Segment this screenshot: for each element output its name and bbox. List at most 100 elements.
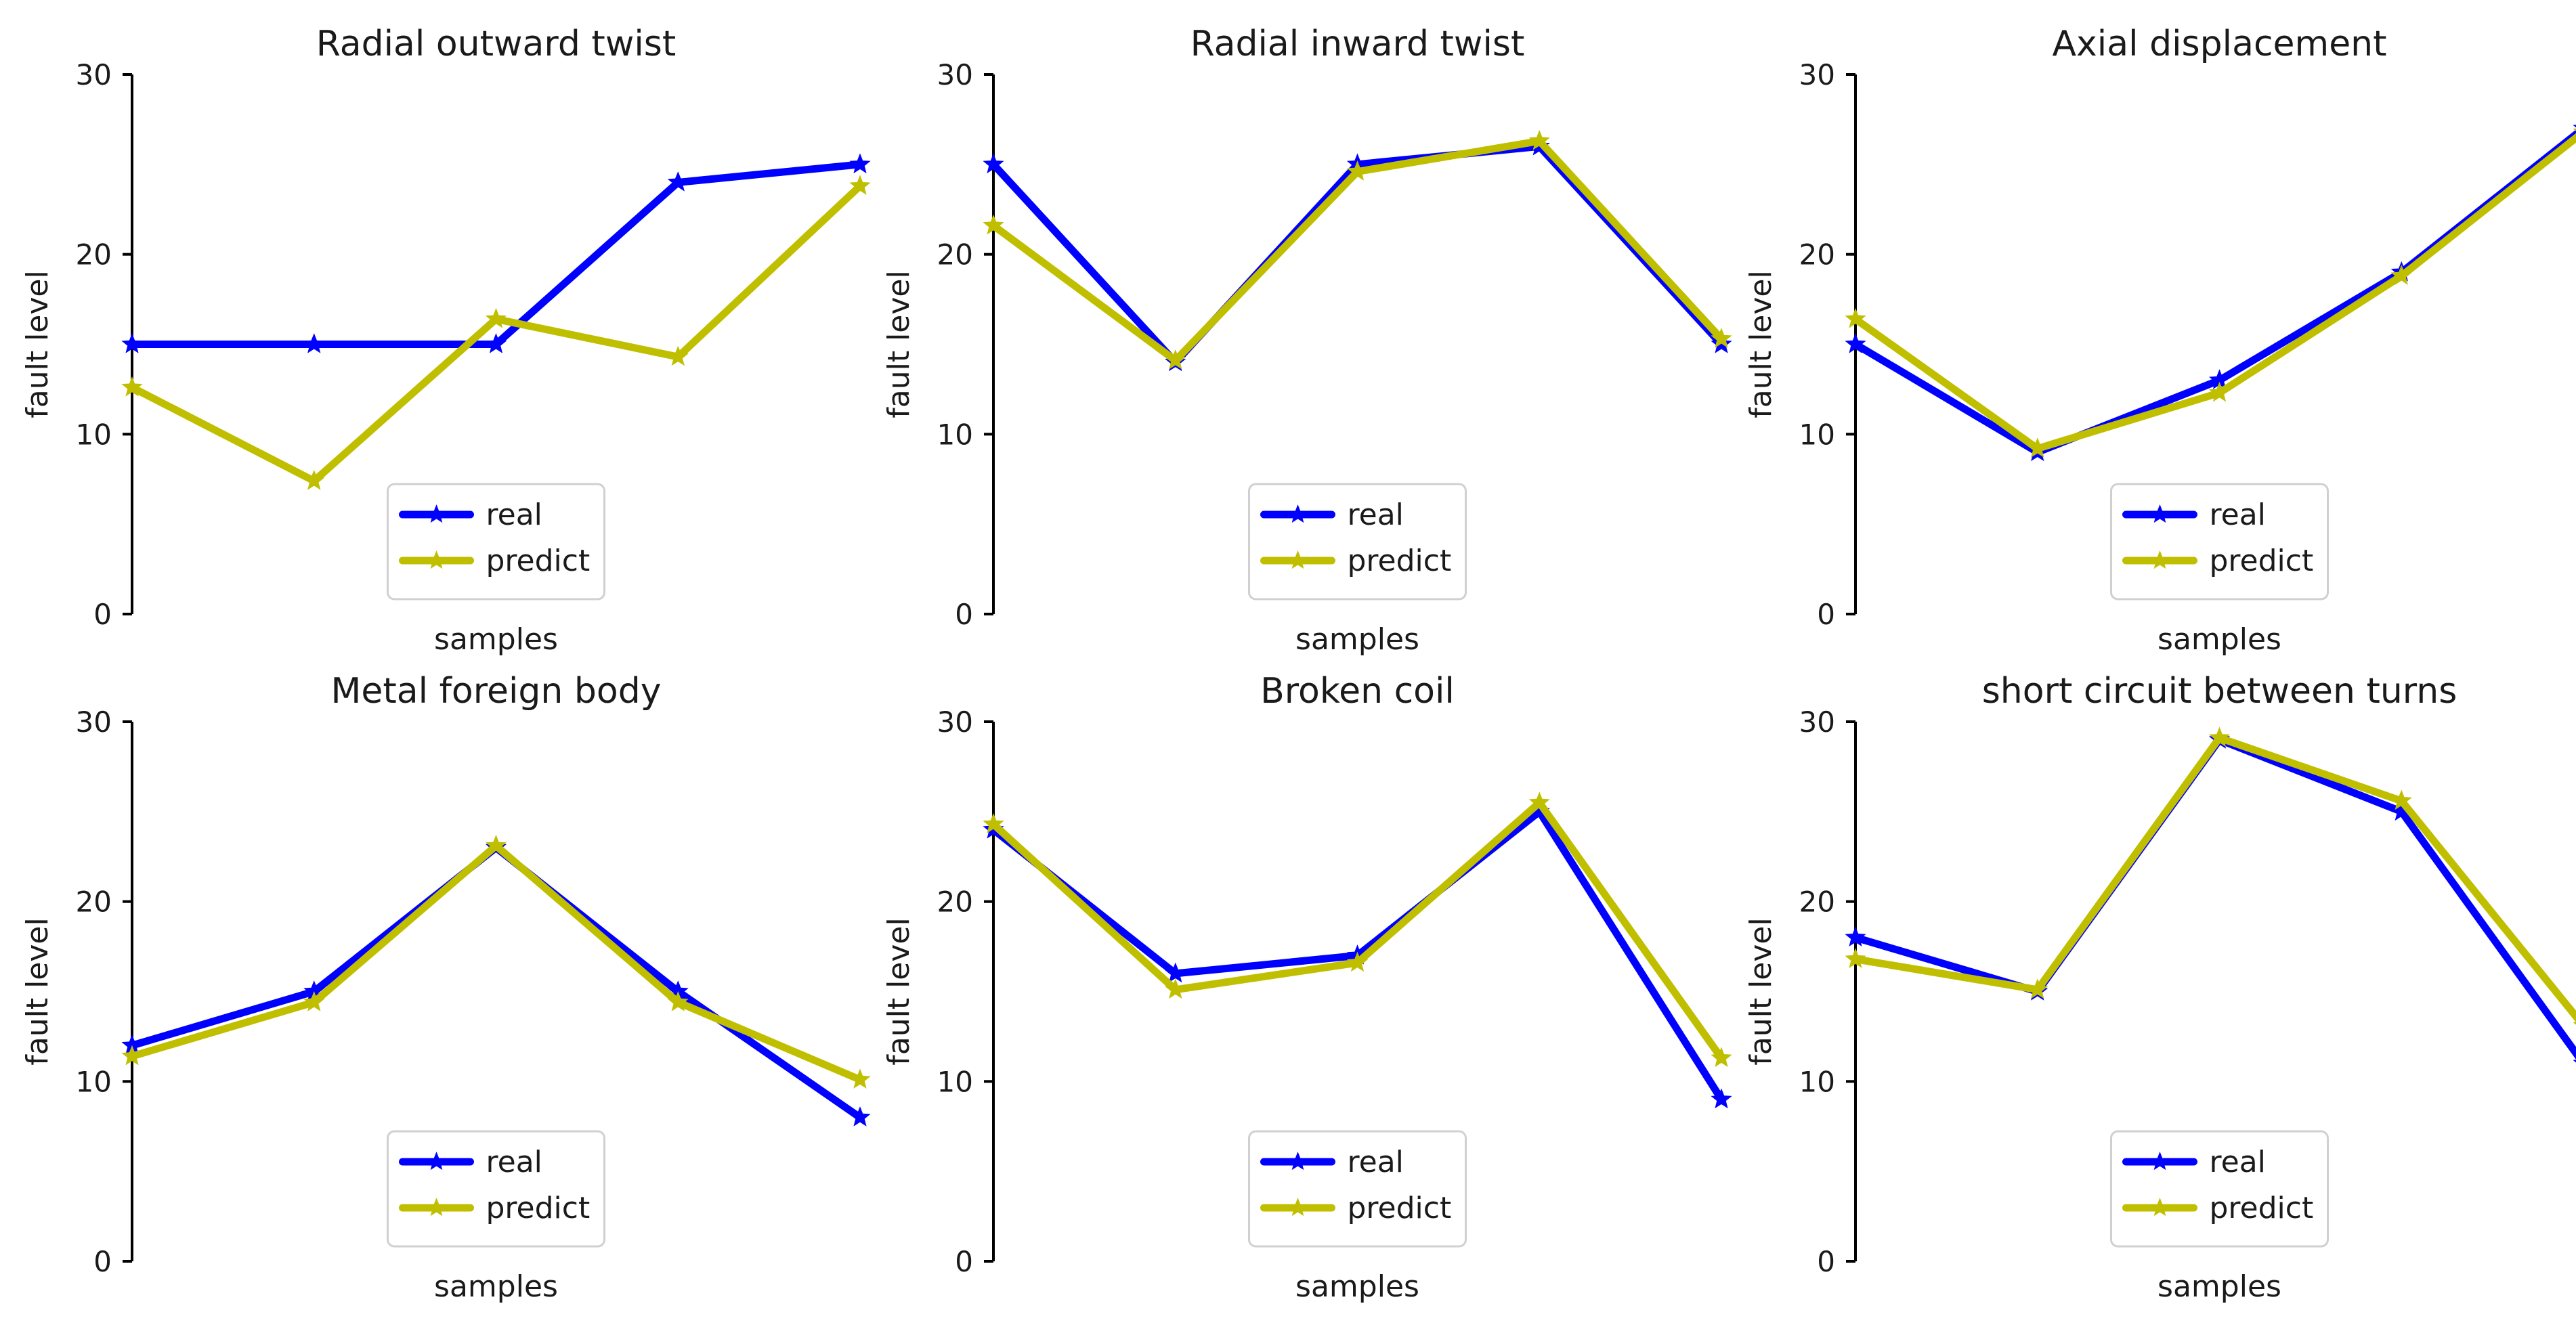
data-point-predict	[2208, 381, 2231, 402]
legend-item-predict: predict	[399, 1191, 591, 1225]
subplot-title: Radial inward twist	[1190, 24, 1525, 64]
y-tick-label: 20	[1799, 886, 1835, 919]
legend-label-predict: predict	[486, 544, 591, 578]
subplot-title: Radial outward twist	[316, 24, 677, 64]
legend-label-predict: predict	[1348, 1191, 1452, 1225]
data-point-predict	[849, 1068, 871, 1089]
data-point-predict	[2208, 726, 2231, 747]
legend-marker-predict	[427, 550, 446, 569]
data-point-predict	[2573, 128, 2576, 131]
y-tick-label: 10	[1799, 418, 1835, 451]
data-point-real	[1165, 962, 1186, 983]
data-point-predict	[1711, 1047, 1732, 1068]
legend-marker-predict	[1288, 1198, 1308, 1217]
legend: real predict	[2110, 483, 2329, 601]
series-line-real	[1851, 129, 2576, 456]
series-line-predict	[1851, 133, 2576, 453]
subplot-5: Broken coil 0 10 20 30 fault level samples real…	[882, 671, 1732, 1304]
y-tick-label: 0	[93, 598, 112, 631]
legend-label-predict: predict	[1348, 544, 1452, 578]
legend-label-real: real	[486, 1145, 542, 1179]
data-point-real	[2573, 125, 2576, 128]
data-point-predict	[121, 376, 143, 397]
data-point-predict	[1845, 307, 1866, 328]
subplot-title: Metal foreign body	[331, 671, 662, 712]
legend-marker-real	[427, 1152, 446, 1171]
y-tick-label: 30	[1799, 705, 1835, 739]
y-axis-label: fault level	[1744, 270, 1778, 418]
subplot-1: Radial outward twist 0 10 20 30 fault level sa…	[20, 24, 871, 657]
data-point-predict	[1165, 978, 1186, 999]
legend-label-real: real	[486, 498, 542, 532]
y-tick-label: 20	[1799, 238, 1835, 271]
legend-item-predict: predict	[1260, 544, 1452, 578]
y-tick-label: 20	[76, 238, 112, 271]
y-tick-label: 20	[76, 886, 112, 919]
y-axis-label: fault level	[1744, 917, 1778, 1065]
legend-marker-predict	[1288, 550, 1308, 569]
legend-marker-real	[1288, 1152, 1308, 1171]
legend: real predict	[2110, 1130, 2329, 1248]
y-tick-label: 0	[955, 1245, 973, 1278]
legend-marker-real	[2150, 1152, 2170, 1171]
y-tick-label: 30	[937, 705, 973, 739]
subplot-2: Radial inward twist 0 10 20 30 fault level sam…	[882, 24, 1732, 657]
data-point-predict	[121, 1045, 143, 1066]
data-point-real	[667, 171, 689, 192]
data-point-predict	[1528, 791, 1550, 812]
legend-label-real: real	[2210, 1145, 2266, 1179]
data-point-real	[1711, 1088, 1732, 1109]
data-point-predict	[1711, 328, 1732, 348]
data-point-predict	[2027, 978, 2048, 999]
data-point-real	[1845, 333, 1866, 353]
y-tick-label: 0	[93, 1245, 112, 1278]
legend-item-predict: predict	[1260, 1191, 1452, 1225]
series-line-real	[128, 844, 864, 1121]
y-axis-label: fault level	[20, 270, 55, 418]
y-axis-label: fault level	[882, 270, 916, 418]
x-axis-label: samples	[434, 622, 558, 657]
y-tick-label: 10	[937, 1065, 973, 1098]
data-point-predict	[303, 470, 325, 490]
subplot-title: Broken coil	[1260, 671, 1455, 712]
data-point-predict	[2390, 265, 2412, 285]
subplot-title: Axial displacement	[2052, 24, 2386, 64]
legend-item-real: real	[399, 498, 542, 532]
data-point-real	[849, 153, 871, 174]
x-axis-label: samples	[1295, 1269, 1419, 1304]
y-tick-label: 0	[1817, 1245, 1835, 1278]
data-point-real	[2573, 1060, 2576, 1063]
legend-item-real: real	[1260, 1145, 1404, 1179]
legend-marker-predict	[427, 1198, 446, 1217]
y-tick-label: 10	[937, 418, 973, 451]
subplot-title: short circuit between turns	[1982, 671, 2457, 712]
legend-item-predict: predict	[2122, 544, 2313, 578]
data-point-predict	[485, 307, 507, 328]
legend-label-predict: predict	[486, 1191, 591, 1225]
x-axis-label: samples	[2158, 1269, 2281, 1304]
legend-label-real: real	[1348, 498, 1404, 532]
data-point-predict	[485, 834, 507, 855]
legend: real predict	[1248, 483, 1467, 601]
legend-marker-predict	[2150, 550, 2170, 569]
series-line-real	[989, 142, 1725, 366]
legend-label-predict: predict	[2210, 1191, 2314, 1225]
data-point-predict	[983, 214, 1004, 235]
data-point-predict	[2027, 437, 2048, 458]
data-point-predict	[1346, 160, 1369, 181]
series-line-predict	[1851, 734, 2576, 1023]
data-point-predict	[1346, 951, 1369, 972]
legend: real predict	[387, 1130, 605, 1248]
data-point-predict	[983, 813, 1004, 833]
y-tick-label: 20	[937, 886, 973, 919]
series-line-real	[1851, 736, 2576, 1060]
subplot-6: short circuit between turns 0 10 20 30 fault …	[1744, 671, 2576, 1304]
x-axis-label: samples	[1295, 622, 1419, 657]
data-point-predict	[303, 991, 325, 1011]
y-axis-label: fault level	[882, 917, 916, 1065]
y-tick-label: 20	[937, 238, 973, 271]
legend-label-real: real	[2210, 498, 2266, 532]
legend-item-real: real	[399, 1145, 542, 1179]
y-tick-label: 30	[937, 58, 973, 91]
